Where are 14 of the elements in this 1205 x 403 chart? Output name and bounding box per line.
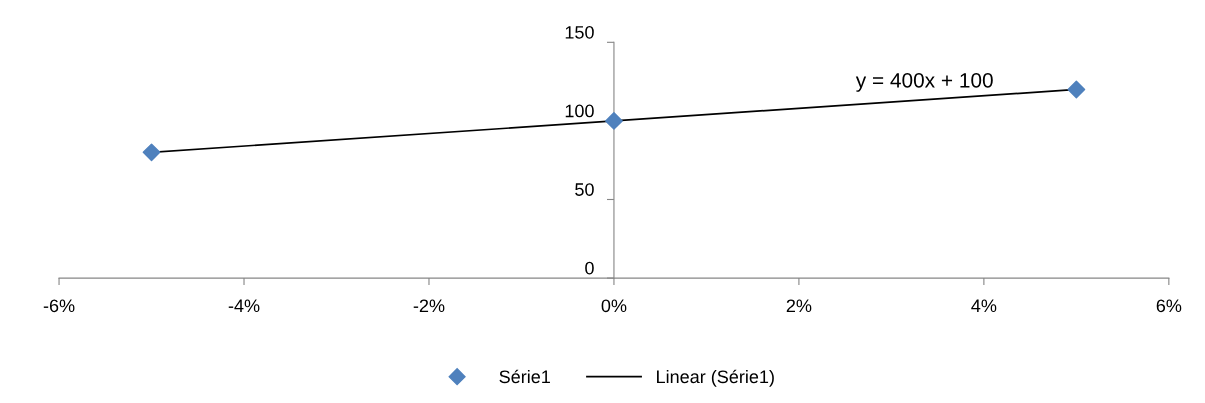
legend-label: Série1 (499, 369, 550, 384)
x-tick-label: 0% (601, 299, 627, 313)
y-tick-label: 0 (585, 261, 594, 275)
annotation: y = 400x + 100 (855, 72, 993, 92)
x-tick-label: 6% (1156, 299, 1182, 313)
x-tick-label: 4% (971, 299, 997, 313)
y-tick-label: 150 (565, 25, 594, 39)
x-tick-label: 2% (786, 299, 812, 313)
y-tick-label: 50 (575, 183, 594, 196)
x-tick-label: -4% (228, 299, 260, 313)
legend-label: Linear (Série1) (657, 369, 774, 387)
x-tick-label: -2% (413, 299, 445, 313)
x-tick-label: -6% (43, 299, 75, 313)
y-tick-label: 100 (565, 104, 594, 118)
